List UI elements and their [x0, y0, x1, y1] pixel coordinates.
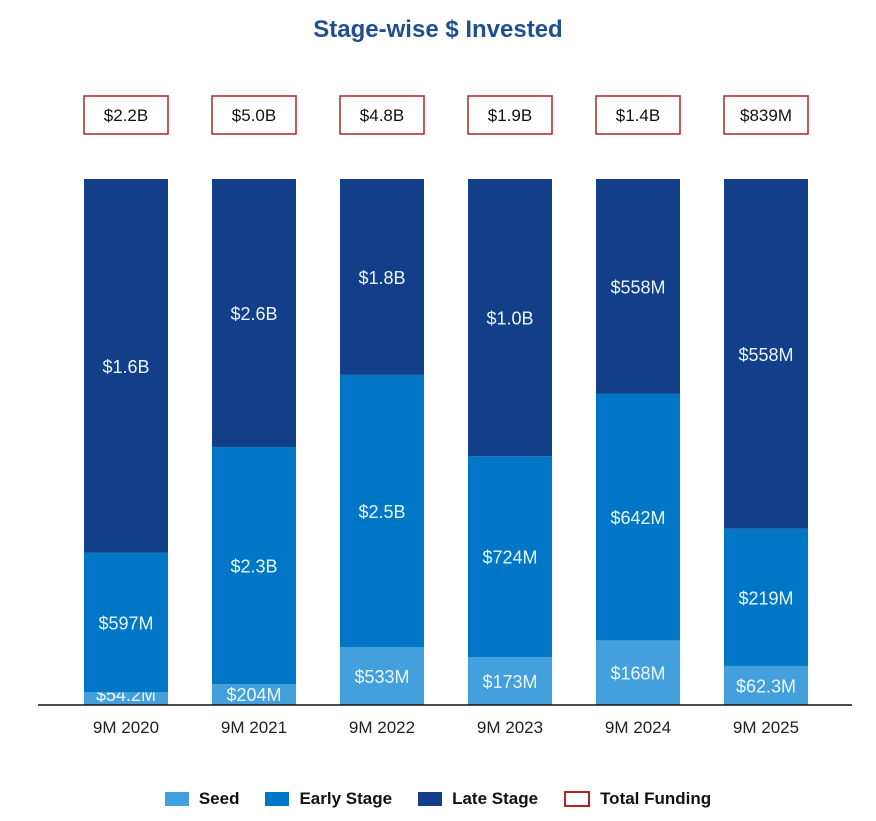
total-box — [467, 95, 553, 135]
bar-seed — [340, 646, 424, 705]
bar-late-stage — [340, 179, 424, 375]
total-label: $5.0B — [232, 106, 276, 125]
data-label: $558M — [610, 277, 665, 297]
total-box — [723, 95, 809, 135]
legend-label-seed: Seed — [198, 789, 240, 808]
total-box — [83, 95, 169, 135]
data-label: $1.6B — [102, 357, 149, 377]
legend-swatch-total — [564, 791, 591, 807]
bar-seed — [84, 692, 168, 705]
bar-seed — [724, 665, 808, 705]
legend-item-late: Late Stage — [418, 789, 538, 809]
legend-label-total: Total Funding — [600, 789, 712, 808]
bar-late-stage — [212, 179, 296, 447]
data-label: $558M — [738, 345, 793, 365]
data-label: $642M — [610, 508, 665, 528]
total-box — [211, 95, 297, 135]
chart-title: Stage-wise $ Invested — [313, 16, 563, 43]
bar-early-stage — [84, 552, 168, 693]
total-label: $2.2B — [104, 106, 148, 125]
bar-seed — [596, 640, 680, 705]
data-label: $1.8B — [358, 268, 405, 288]
x-tick-label: 9M 2025 — [733, 718, 799, 737]
total-box — [595, 95, 681, 135]
data-label: $533M — [354, 667, 409, 687]
bar-seed — [212, 683, 296, 705]
x-tick-label: 9M 2022 — [349, 718, 415, 737]
bar-early-stage — [724, 528, 808, 666]
bar-late-stage — [84, 179, 168, 553]
data-label: $173M — [482, 672, 537, 692]
x-tick-label: 9M 2024 — [605, 718, 671, 737]
legend-item-early: Early Stage — [265, 789, 392, 809]
bar-early-stage — [596, 393, 680, 641]
legend-item-seed: Seed — [164, 789, 240, 809]
x-tick-label: 9M 2023 — [477, 718, 543, 737]
data-label: $204M — [226, 685, 281, 705]
bar-late-stage — [724, 179, 808, 529]
bar-seed — [468, 657, 552, 705]
x-tick-label: 9M 2020 — [93, 718, 159, 737]
data-label: $219M — [738, 588, 793, 608]
legend-swatch-early — [265, 792, 290, 806]
legend-swatch-seed — [164, 792, 189, 806]
data-label: $62.3M — [736, 676, 796, 696]
bar-early-stage — [212, 446, 296, 684]
legend-swatch-late — [418, 792, 443, 806]
data-label: $168M — [610, 664, 665, 684]
total-label: $839M — [740, 106, 792, 125]
data-label: $724M — [482, 548, 537, 568]
x-tick-label: 9M 2021 — [221, 718, 287, 737]
legend-item-total: Total Funding — [564, 789, 711, 809]
legend-label-late: Late Stage — [452, 789, 539, 808]
data-label: $2.5B — [358, 502, 405, 522]
data-label: $1.0B — [486, 309, 533, 329]
data-label: $597M — [98, 614, 153, 634]
bar-early-stage — [468, 456, 552, 658]
total-box — [339, 95, 425, 135]
total-label: $1.9B — [488, 106, 532, 125]
data-label: $2.6B — [230, 304, 277, 324]
bar-late-stage — [596, 179, 680, 394]
data-label: $2.3B — [230, 556, 277, 576]
bar-late-stage — [468, 179, 552, 457]
legend: Seed Early Stage Late Stage Total Fundin… — [0, 789, 876, 809]
legend-label-early: Early Stage — [299, 789, 393, 808]
bar-early-stage — [340, 374, 424, 647]
total-label: $1.4B — [616, 106, 660, 125]
total-label: $4.8B — [360, 106, 404, 125]
